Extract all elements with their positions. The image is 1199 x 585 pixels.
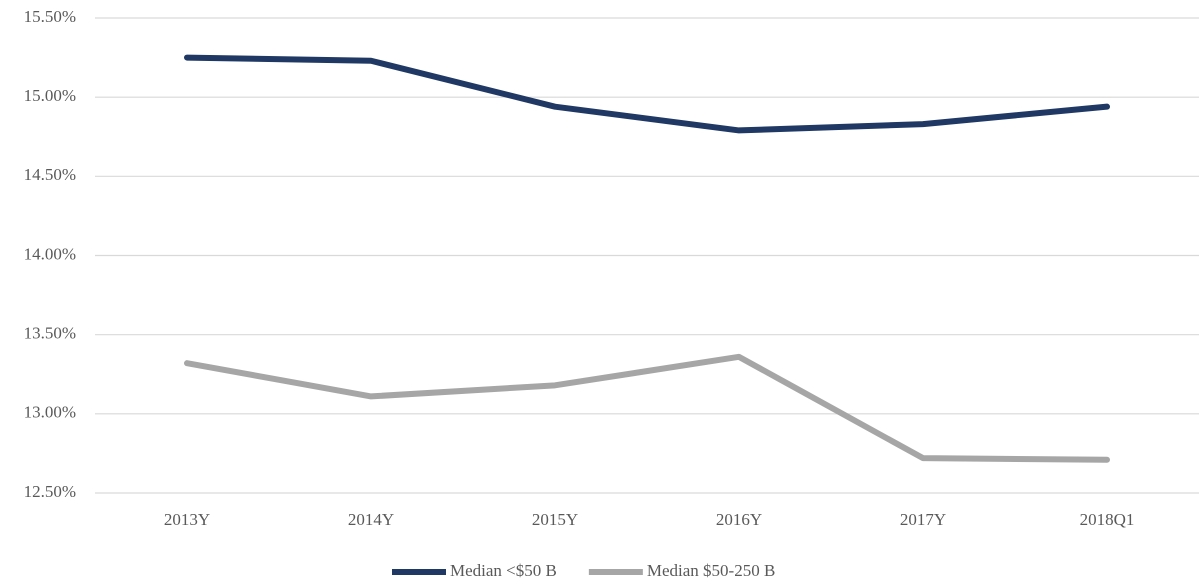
y-tick-label: 14.00% bbox=[24, 244, 76, 263]
series-line bbox=[184, 54, 1110, 134]
y-tick-label: 14.50% bbox=[24, 165, 76, 184]
y-tick-label: 13.00% bbox=[24, 403, 76, 422]
y-tick-label: 15.50% bbox=[24, 7, 76, 26]
x-tick-label: 2014Y bbox=[348, 510, 394, 529]
x-tick-label: 2016Y bbox=[716, 510, 762, 529]
y-tick-label: 12.50% bbox=[24, 482, 76, 501]
legend-label: Median $50-250 B bbox=[647, 561, 775, 580]
legend-label: Median <$50 B bbox=[450, 561, 557, 580]
y-tick-label: 13.50% bbox=[24, 324, 76, 343]
y-tick-label: 15.00% bbox=[24, 86, 76, 105]
x-tick-label: 2017Y bbox=[900, 510, 946, 529]
x-tick-label: 2013Y bbox=[164, 510, 210, 529]
x-tick-label: 2018Q1 bbox=[1080, 510, 1135, 529]
series-line bbox=[184, 353, 1110, 463]
x-tick-label: 2015Y bbox=[532, 510, 578, 529]
